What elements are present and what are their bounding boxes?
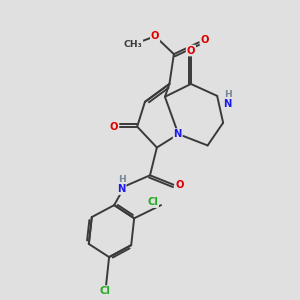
Text: H: H xyxy=(224,90,232,99)
Text: Cl: Cl xyxy=(99,286,110,296)
Text: O: O xyxy=(151,31,159,41)
Text: N: N xyxy=(118,184,126,194)
Text: CH₃: CH₃ xyxy=(124,40,142,49)
Text: N: N xyxy=(224,99,232,109)
Text: H: H xyxy=(118,175,125,184)
Text: O: O xyxy=(110,122,118,132)
Text: O: O xyxy=(175,180,184,190)
Text: O: O xyxy=(187,46,195,56)
Text: N: N xyxy=(174,129,182,139)
Text: Cl: Cl xyxy=(147,197,158,207)
Text: O: O xyxy=(200,35,209,45)
